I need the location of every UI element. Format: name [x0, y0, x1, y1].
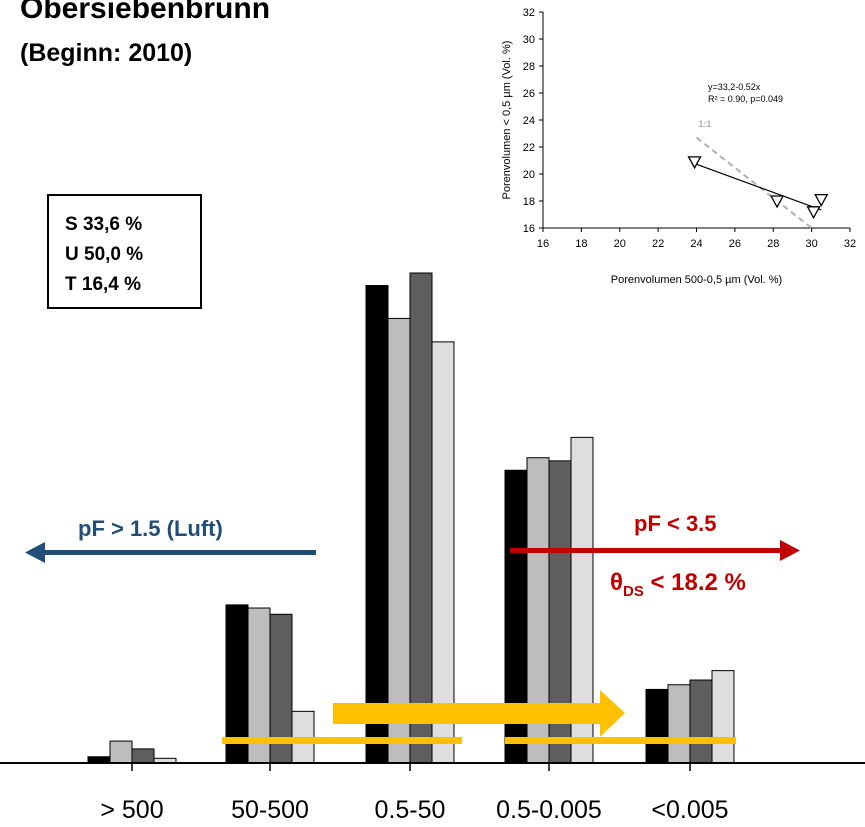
air-arrow-head — [25, 542, 45, 563]
air-arrow-label: pF > 1.5 (Luft) — [78, 516, 223, 541]
x-tick-label-0: > 500 — [100, 796, 163, 824]
inset-equation: y=33,2-0.52x — [708, 82, 761, 92]
theta-value: < 18.2 % — [644, 569, 746, 596]
inset-point-3 — [814, 193, 829, 208]
x-tick-label-2: 0.5-50 — [375, 796, 446, 824]
inset-y-tick-label-3: 22 — [523, 142, 535, 154]
inset-x-tick-label-2: 20 — [614, 238, 626, 250]
water-arrow-label: pF < 3.5 — [634, 511, 717, 536]
x-tick-label-3: 0.5-0.005 — [496, 796, 602, 824]
inset-reference-label: 1:1 — [698, 119, 711, 129]
soil-texture-box: S 33,6 % U 50,0 % T 16,4 % — [47, 194, 202, 309]
air-arrow-shaft — [40, 550, 316, 555]
inset-y-tick-label-0: 16 — [523, 223, 535, 235]
inset-y-tick-label-4: 24 — [523, 115, 535, 127]
theta-symbol: θ — [610, 569, 623, 596]
inset-x-tick-label-6: 28 — [767, 238, 779, 250]
inset-x-tick-label-8: 32 — [844, 238, 856, 250]
chart-title: Obersiebenbrunn — [20, 0, 271, 25]
theta-threshold-label: θDS < 18.2 % — [610, 569, 746, 600]
highlight-arrow-head — [600, 690, 625, 737]
inset-x-tick-label-7: 30 — [806, 238, 818, 250]
x-tick-label-1: 50-500 — [231, 796, 309, 824]
inset-y-tick-label-5: 26 — [523, 88, 535, 100]
inset-point-1 — [769, 195, 785, 209]
water-arrow-head — [780, 540, 800, 561]
inset-x-tick-label-3: 22 — [652, 238, 664, 250]
inset-y-tick-label-2: 20 — [523, 169, 535, 181]
inset-x-tick-label-0: 16 — [537, 238, 549, 250]
inset-x-axis-label: Porenvolumen 500-0,5 µm (Vol. %) — [611, 274, 782, 286]
inset-y-axis-label: Porenvolumen < 0,5 µm (Vol. %) — [501, 41, 513, 200]
highlight-arrow-shaft — [333, 703, 602, 724]
theta-subscript: DS — [623, 583, 644, 600]
inset-point-0 — [687, 156, 702, 170]
inset-x-tick-label-1: 18 — [575, 238, 587, 250]
water-arrow-shaft — [510, 548, 785, 553]
inset-r2: R² = 0.90, p=0.049 — [708, 94, 783, 104]
inset-x-tick-label-5: 26 — [729, 238, 741, 250]
silt-percentage: U 50,0 % — [65, 244, 144, 265]
inset-reference-line — [695, 136, 813, 229]
chart-subtitle: (Beginn: 2010) — [20, 39, 193, 67]
highlight-line-right — [505, 737, 736, 744]
inset-y-tick-label-6: 28 — [523, 61, 535, 73]
inset-y-tick-label-7: 30 — [523, 34, 535, 46]
sand-percentage: S 33,6 % — [65, 214, 143, 235]
highlight-line-left — [222, 737, 462, 744]
inset-trend-line — [694, 163, 822, 211]
clay-percentage: T 16,4 % — [65, 274, 142, 295]
x-tick-label-4: <0.005 — [651, 796, 728, 824]
inset-x-tick-label-4: 24 — [690, 238, 702, 250]
inset-y-tick-label-1: 18 — [523, 196, 535, 208]
inset-point-2 — [806, 206, 821, 220]
inset-y-tick-label-8: 32 — [523, 7, 535, 19]
